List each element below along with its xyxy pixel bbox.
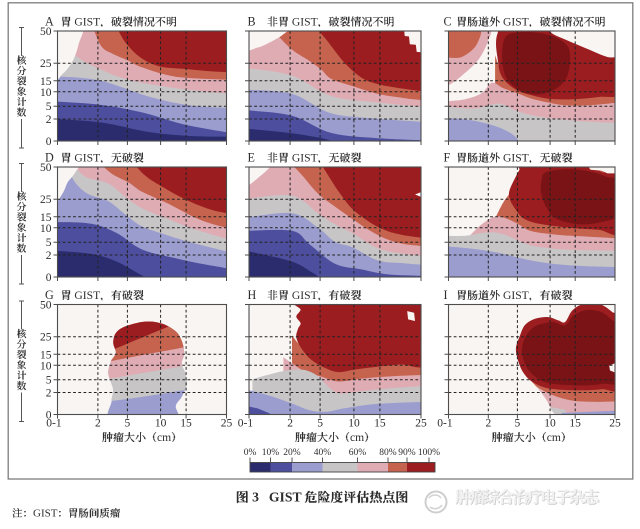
svg-text:50: 50 [40, 300, 52, 312]
svg-text:20%: 20% [283, 448, 301, 458]
svg-text:5: 5 [46, 237, 52, 249]
svg-text:25: 25 [609, 417, 621, 429]
svg-text:25: 25 [40, 332, 52, 344]
svg-text:GIST: GIST [500, 152, 529, 165]
svg-text:GIST: GIST [72, 16, 101, 29]
svg-text:G: G [45, 288, 54, 302]
svg-text:0: 0 [46, 272, 52, 284]
svg-text:GIST: GIST [33, 508, 58, 520]
svg-text:GIST: GIST [289, 289, 318, 302]
svg-text:15: 15 [40, 212, 52, 224]
svg-text:15: 15 [374, 417, 386, 429]
svg-text:cm: cm [350, 431, 364, 444]
svg-text:90%: 90% [398, 448, 416, 458]
svg-text:A: A [45, 15, 54, 29]
svg-text:50: 50 [40, 26, 52, 38]
svg-text:I: I [444, 288, 448, 302]
svg-text:3: 3 [249, 490, 259, 505]
svg-text:B: B [248, 15, 256, 29]
svg-text:15: 15 [40, 349, 52, 361]
svg-text:60%: 60% [349, 448, 367, 458]
svg-text:2: 2 [95, 417, 101, 429]
svg-text:GIST: GIST [72, 289, 101, 302]
svg-text:GIST: GIST [289, 16, 318, 29]
svg-text:D: D [45, 151, 54, 165]
svg-text:50: 50 [40, 162, 52, 174]
svg-text:cm: cm [157, 431, 171, 444]
svg-text:0-1: 0-1 [437, 417, 453, 429]
svg-text:15: 15 [40, 76, 52, 88]
svg-text:GIST: GIST [72, 152, 101, 165]
svg-text:2: 2 [486, 417, 492, 429]
svg-text:10: 10 [155, 417, 167, 429]
svg-text:10: 10 [40, 223, 52, 235]
svg-text:5: 5 [515, 417, 521, 429]
svg-text:0%: 0% [244, 448, 257, 458]
svg-text:10: 10 [544, 417, 556, 429]
svg-text:5: 5 [125, 417, 131, 429]
svg-text:H: H [248, 288, 257, 302]
svg-text:0-1: 0-1 [46, 417, 62, 429]
svg-text:10: 10 [40, 87, 52, 99]
svg-text:0: 0 [46, 410, 52, 422]
svg-text:10: 10 [40, 360, 52, 372]
svg-text:25: 25 [40, 58, 52, 70]
svg-text:0: 0 [46, 136, 52, 148]
svg-text:cm: cm [547, 431, 561, 444]
svg-text:100%: 100% [418, 448, 440, 458]
svg-text:F: F [444, 151, 451, 165]
svg-text:2: 2 [287, 417, 293, 429]
svg-text:80%: 80% [379, 448, 397, 458]
svg-text:25: 25 [415, 417, 427, 429]
svg-text:15: 15 [180, 417, 192, 429]
svg-text:25: 25 [221, 417, 233, 429]
svg-text:2: 2 [46, 388, 52, 400]
svg-text:10%: 10% [262, 448, 280, 458]
svg-text:15: 15 [569, 417, 581, 429]
svg-text:GIST: GIST [289, 152, 318, 165]
svg-text:GIST: GIST [269, 490, 305, 505]
svg-text:5: 5 [46, 375, 52, 387]
svg-text:2: 2 [46, 250, 52, 262]
svg-text:E: E [248, 151, 255, 165]
svg-text:GIST: GIST [500, 16, 529, 29]
svg-text:5: 5 [317, 417, 323, 429]
svg-text:0-1: 0-1 [238, 417, 254, 429]
svg-text:40%: 40% [314, 448, 332, 458]
svg-text:GIST: GIST [500, 289, 529, 302]
svg-text:C: C [444, 15, 452, 29]
svg-text:10: 10 [348, 417, 360, 429]
svg-text:2: 2 [46, 114, 52, 126]
svg-text:25: 25 [40, 194, 52, 206]
svg-text:5: 5 [46, 101, 52, 113]
